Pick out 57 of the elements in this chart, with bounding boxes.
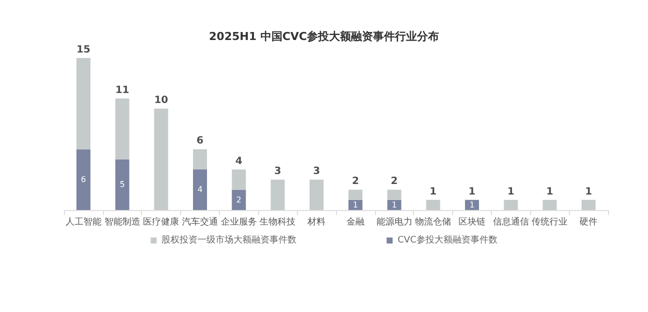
x-tick-label: 人工智能 (65, 216, 102, 228)
total-label: 1 (585, 186, 592, 198)
bar (232, 190, 246, 210)
x-tick-label: 信息通信 (492, 216, 529, 228)
bar (115, 98, 130, 160)
legend-label: CVC参投大额融资事件数 (398, 234, 498, 246)
bar (270, 180, 285, 210)
bar (232, 169, 246, 190)
bar (115, 159, 130, 210)
bar (387, 200, 402, 210)
x-tick-label: 硬件 (580, 216, 598, 228)
total-label: 1 (468, 186, 476, 198)
bar (76, 58, 90, 150)
data-label: 1 (392, 200, 397, 210)
data-label: 4 (197, 185, 203, 194)
bar (154, 108, 168, 210)
total-label: 2 (390, 176, 398, 188)
chart-title: 2025H1 中国CVC参投大额融资事件行业分布 (209, 30, 439, 43)
bar (387, 190, 402, 200)
x-tick-label: 企业服务 (220, 216, 257, 228)
bar (348, 200, 362, 210)
total-label: 3 (274, 166, 282, 178)
bar (348, 190, 362, 200)
total-label: 10 (154, 95, 168, 106)
x-tick-label: 医疗健康 (143, 216, 180, 228)
total-label: 4 (235, 156, 242, 167)
total-label: 1 (430, 186, 437, 198)
bar (76, 149, 90, 210)
x-tick-label: 传统行业 (532, 216, 568, 228)
total-label: 1 (507, 186, 514, 198)
total-label: 3 (313, 166, 320, 178)
data-label: 6 (80, 175, 86, 184)
bar (504, 200, 518, 210)
x-tick-label: 区块链 (458, 216, 486, 228)
total-label: 11 (115, 85, 130, 96)
x-tick-label: 智能制造 (104, 216, 140, 228)
bar (542, 200, 557, 210)
legend-label: 股权投资一级市场大额融资事件数 (162, 234, 297, 246)
x-tick-label: 材料 (306, 216, 326, 228)
bar (193, 169, 207, 210)
total-label: 15 (76, 44, 90, 56)
x-tick-label: 物流仓储 (415, 216, 452, 228)
data-label: 1 (469, 200, 475, 210)
x-tick-label: 能源电力 (376, 216, 412, 228)
bar (426, 200, 440, 210)
bar (310, 180, 324, 210)
x-tick-label: 生物科技 (260, 216, 296, 228)
bar (582, 200, 596, 210)
x-tick-label: 金融 (346, 216, 364, 228)
data-label: 1 (352, 200, 358, 210)
x-tick-label: 汽车交通 (182, 216, 218, 228)
data-label: 2 (236, 195, 242, 204)
data-label: 5 (120, 180, 125, 190)
total-label: 6 (196, 136, 204, 147)
total-label: 2 (352, 176, 359, 188)
bar (193, 149, 207, 170)
total-label: 1 (546, 186, 554, 198)
